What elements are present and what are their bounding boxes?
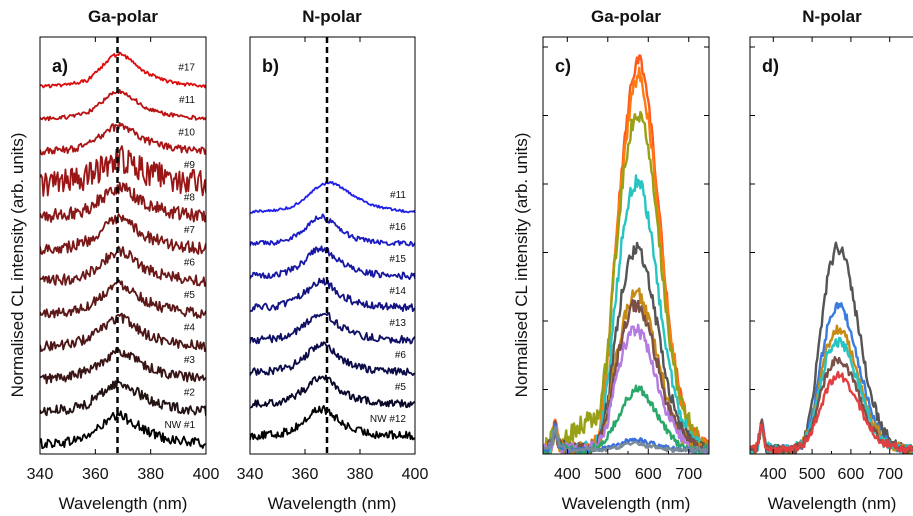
spectrum-line-b-1 — [250, 404, 415, 441]
panel-d-title: N-polar — [802, 7, 862, 26]
xtick-label-a-2: 360 — [82, 466, 109, 483]
series-label-a-2: #2 — [184, 388, 196, 399]
spectrum-line-c-8 — [543, 323, 709, 454]
panel-c-yticks — [543, 46, 709, 390]
xtick-label-c-4: 700 — [675, 466, 702, 483]
series-label-b-7: #16 — [389, 222, 406, 233]
spectrum-line-b-4 — [250, 312, 415, 345]
panel-b-title: N-polar — [302, 7, 362, 26]
xtick-label-a-1: 340 — [27, 466, 54, 483]
panel-b: N-polar NW #12 #5 #6 #13 #14 #15 #16 #11 340 360… — [237, 7, 429, 513]
series-label-a-11: #11 — [179, 95, 195, 106]
panel-c-frame — [542, 36, 710, 455]
spectrum-line-a-9 — [40, 145, 206, 197]
series-label-a-6: #6 — [184, 258, 196, 269]
series-label-a-1: NW #1 — [164, 420, 195, 431]
spectrum-line-a-2 — [40, 379, 206, 417]
panel-a-ylabel: Normalised CL intensity (arb. units) — [8, 133, 27, 398]
panel-a-xlabel: Wavelength (nm) — [59, 494, 188, 513]
xtick-label-a-4: 400 — [193, 466, 220, 483]
panel-d-xlabel: Wavelength (nm) — [768, 494, 897, 513]
spectrum-line-c-11 — [543, 425, 709, 453]
spectrum-line-d-6 — [750, 370, 913, 454]
spectrum-line-b-3 — [250, 341, 415, 377]
series-label-b-1: NW #12 — [370, 414, 407, 425]
series-label-a-9: #9 — [184, 160, 196, 171]
spectrum-line-a-10 — [40, 122, 206, 156]
panel-b-xlabel: Wavelength (nm) — [268, 494, 397, 513]
series-label-b-8: #11 — [390, 190, 406, 201]
panel-c-xticks: 400 500 600 700 — [554, 37, 702, 483]
panel-b-xticks: 340 360 380 400 — [237, 37, 429, 483]
spectrum-line-a-7 — [40, 213, 206, 255]
series-label-b-5: #14 — [389, 286, 406, 297]
series-label-b-6: #15 — [389, 254, 406, 265]
xtick-label-b-4: 400 — [402, 466, 429, 483]
panel-c-label: c) — [555, 56, 571, 76]
spectrum-line-a-12 — [40, 51, 206, 89]
xtick-label-c-1: 400 — [554, 466, 581, 483]
panel-b-label: b) — [262, 56, 279, 76]
xtick-label-c-3: 600 — [635, 466, 662, 483]
spectrum-line-b-7 — [250, 213, 415, 248]
panel-d-label: d) — [762, 56, 779, 76]
series-label-a-10: #10 — [178, 128, 195, 139]
panel-a-title: Ga-polar — [88, 7, 158, 26]
spectrum-line-a-11 — [40, 88, 206, 122]
xtick-label-d-1: 400 — [760, 466, 787, 483]
panel-a-series-labels: NW #1 #2 #3 #4 #5 #6 #7 #8 #9 #10 #11 #17 — [164, 63, 195, 432]
series-label-a-7: #7 — [184, 225, 196, 236]
xtick-label-b-3: 380 — [347, 466, 374, 483]
panel-a-series — [40, 51, 206, 450]
series-label-a-4: #4 — [184, 323, 196, 334]
series-label-b-3: #6 — [395, 350, 407, 361]
series-label-a-8: #8 — [184, 193, 196, 204]
xtick-label-d-3: 600 — [838, 466, 865, 483]
spectrum-line-a-4 — [40, 312, 206, 352]
panel-d-frame — [749, 36, 913, 455]
panel-b-series-labels: NW #12 #5 #6 #13 #14 #15 #16 #11 — [370, 190, 407, 425]
xtick-label-c-2: 500 — [594, 466, 621, 483]
spectrum-line-c-7 — [543, 298, 709, 454]
series-label-b-4: #13 — [389, 318, 406, 329]
panel-d: N-polar 400 500 600 700 d) Wavelength (nm) — [749, 7, 913, 513]
panel-c: Ga-polar 400 500 600 700 c) Wavelength (nm)… — [512, 7, 710, 513]
spectrum-line-c-3 — [543, 110, 709, 454]
spectrum-line-d-2 — [750, 301, 913, 454]
xtick-label-b-1: 340 — [237, 466, 264, 483]
panel-c-ylabel: Normalised CL intensity (arb. units) — [512, 133, 531, 398]
panel-c-series — [543, 54, 709, 454]
spectrum-line-b-6 — [250, 245, 415, 281]
spectrum-line-a-8 — [40, 181, 206, 223]
spectrum-line-b-8 — [250, 180, 415, 214]
xtick-label-b-2: 360 — [292, 466, 319, 483]
spectrum-line-b-2 — [250, 374, 415, 409]
panel-d-xticks: 400 500 600 700 — [760, 37, 903, 483]
spectrum-line-a-1 — [40, 410, 206, 450]
panel-a-xticks: 340 360 380 400 — [27, 37, 220, 483]
xtick-label-d-2: 500 — [799, 466, 826, 483]
panel-d-yticks — [750, 46, 755, 390]
panel-d-series — [750, 241, 913, 454]
xtick-label-d-4: 700 — [876, 466, 903, 483]
spectrum-line-a-6 — [40, 245, 206, 287]
series-label-a-12: #17 — [178, 63, 195, 74]
panel-a-frame — [39, 36, 207, 455]
series-label-a-3: #3 — [184, 355, 196, 366]
panel-b-frame — [249, 36, 416, 455]
series-label-b-2: #5 — [395, 382, 407, 393]
panel-c-xlabel: Wavelength (nm) — [562, 494, 691, 513]
spectrum-line-a-5 — [40, 279, 206, 319]
spectrum-line-b-5 — [250, 277, 415, 313]
panel-c-title: Ga-polar — [591, 7, 661, 26]
spectrum-line-a-3 — [40, 346, 206, 385]
panel-a-label: a) — [52, 56, 68, 76]
panel-b-series — [250, 180, 415, 441]
series-label-a-5: #5 — [184, 290, 196, 301]
panel-a: Ga-polar NW #1#2#3#4#5#6#7#8#9#10#11#17 … — [8, 7, 219, 513]
xtick-label-a-3: 380 — [137, 466, 164, 483]
